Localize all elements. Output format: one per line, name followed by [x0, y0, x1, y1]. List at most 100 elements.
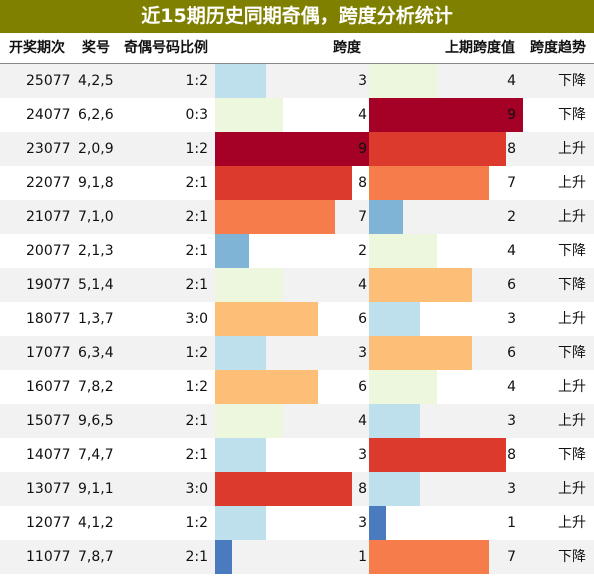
table-row: 16077 7,8,2 1:2 6 4 上升: [0, 370, 594, 404]
prev-span-bar: [369, 64, 437, 98]
trend-cell: 下降: [558, 549, 586, 565]
trend-cell: 下降: [558, 107, 586, 123]
ratio-cell: 2:1: [185, 277, 208, 293]
period-cell: 22077: [26, 175, 71, 191]
prev-span-value: 1: [507, 515, 516, 531]
prev-span-bar: [369, 438, 506, 472]
header-period: 开奖期次: [9, 40, 65, 56]
period-cell: 23077: [26, 141, 71, 157]
span-value: 7: [358, 209, 367, 225]
table-row: 13077 9,1,1 3:0 8 3 上升: [0, 472, 594, 506]
numbers-cell: 6,2,6: [78, 107, 114, 123]
table-row: 17077 6,3,4 1:2 3 6 下降: [0, 336, 594, 370]
trend-cell: 下降: [558, 345, 586, 361]
prev-span-value: 6: [507, 345, 516, 361]
period-cell: 18077: [26, 311, 71, 327]
header-trend: 跨度趋势: [530, 40, 586, 56]
period-cell: 12077: [26, 515, 71, 531]
prev-span-bar: [369, 166, 489, 200]
prev-span-bar: [369, 370, 437, 404]
ratio-cell: 3:0: [185, 311, 208, 327]
prev-span-value: 4: [507, 379, 516, 395]
table-row: 21077 7,1,0 2:1 7 2 上升: [0, 200, 594, 234]
span-value: 6: [358, 311, 367, 327]
span-value: 2: [358, 243, 367, 259]
trend-cell: 上升: [558, 413, 586, 429]
period-cell: 16077: [26, 379, 71, 395]
prev-span-value: 8: [507, 447, 516, 463]
prev-span-value: 4: [507, 73, 516, 89]
trend-cell: 上升: [558, 141, 586, 157]
trend-cell: 下降: [558, 277, 586, 293]
table-row: 25077 4,2,5 1:2 3 4 下降: [0, 64, 594, 98]
span-bar: [215, 64, 266, 98]
ratio-cell: 2:1: [185, 447, 208, 463]
span-bar: [215, 438, 266, 472]
span-value: 3: [358, 73, 367, 89]
trend-cell: 上升: [558, 209, 586, 225]
table-header: 开奖期次 奖号 奇偶号码比例 跨度 上期跨度值 跨度趋势: [0, 33, 594, 64]
prev-span-value: 3: [507, 481, 516, 497]
period-cell: 24077: [26, 107, 71, 123]
prev-span-bar: [369, 506, 386, 540]
ratio-cell: 1:2: [185, 345, 208, 361]
numbers-cell: 1,3,7: [78, 311, 114, 327]
numbers-cell: 2,1,3: [78, 243, 114, 259]
prev-span-value: 7: [507, 175, 516, 191]
numbers-cell: 6,3,4: [78, 345, 114, 361]
ratio-cell: 2:1: [185, 209, 208, 225]
prev-span-value: 8: [507, 141, 516, 157]
header-numbers: 奖号: [82, 40, 110, 56]
trend-cell: 上升: [558, 481, 586, 497]
span-bar: [215, 540, 232, 574]
prev-span-bar: [369, 200, 403, 234]
span-value: 9: [358, 141, 367, 157]
period-cell: 13077: [26, 481, 71, 497]
span-bar: [215, 200, 335, 234]
prev-span-bar: [369, 132, 506, 166]
period-cell: 11077: [26, 549, 71, 565]
span-bar: [215, 268, 283, 302]
table-row: 11077 7,8,7 2:1 1 7 下降: [0, 540, 594, 574]
span-bar: [215, 98, 283, 132]
trend-cell: 上升: [558, 379, 586, 395]
trend-cell: 下降: [558, 243, 586, 259]
prev-span-bar: [369, 472, 420, 506]
table-row: 12077 4,1,2 1:2 3 1 上升: [0, 506, 594, 540]
ratio-cell: 1:2: [185, 379, 208, 395]
trend-cell: 上升: [558, 515, 586, 531]
period-cell: 25077: [26, 73, 71, 89]
numbers-cell: 9,1,1: [78, 481, 114, 497]
numbers-cell: 7,1,0: [78, 209, 114, 225]
table-row: 23077 2,0,9 1:2 9 8 上升: [0, 132, 594, 166]
span-value: 8: [358, 481, 367, 497]
span-value: 4: [358, 107, 367, 123]
span-value: 3: [358, 345, 367, 361]
prev-span-value: 9: [507, 107, 516, 123]
prev-span-bar: [369, 98, 523, 132]
period-cell: 14077: [26, 447, 71, 463]
table-row: 15077 9,6,5 2:1 4 3 上升: [0, 404, 594, 438]
span-value: 6: [358, 379, 367, 395]
prev-span-bar: [369, 302, 420, 336]
prev-span-bar: [369, 234, 437, 268]
prev-span-bar: [369, 404, 420, 438]
span-value: 8: [358, 175, 367, 191]
span-value: 3: [358, 515, 367, 531]
ratio-cell: 1:2: [185, 73, 208, 89]
span-value: 3: [358, 447, 367, 463]
span-bar: [215, 302, 318, 336]
ratio-cell: 2:1: [185, 243, 208, 259]
span-bar: [215, 506, 266, 540]
prev-span-bar: [369, 540, 489, 574]
prev-span-bar: [369, 336, 472, 370]
numbers-cell: 2,0,9: [78, 141, 114, 157]
ratio-cell: 2:1: [185, 549, 208, 565]
period-cell: 19077: [26, 277, 71, 293]
trend-cell: 下降: [558, 447, 586, 463]
ratio-cell: 3:0: [185, 481, 208, 497]
table-row: 20077 2,1,3 2:1 2 4 下降: [0, 234, 594, 268]
prev-span-value: 7: [507, 549, 516, 565]
numbers-cell: 5,1,4: [78, 277, 114, 293]
header-ratio: 奇偶号码比例: [124, 40, 208, 56]
